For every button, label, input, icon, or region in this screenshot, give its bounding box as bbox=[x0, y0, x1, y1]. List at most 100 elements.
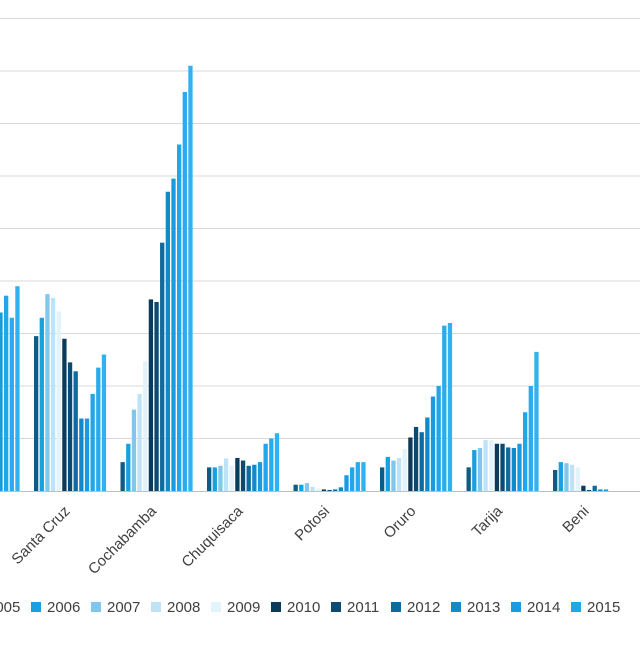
bar bbox=[299, 484, 304, 491]
bar bbox=[137, 393, 142, 492]
bar bbox=[419, 432, 424, 491]
bar bbox=[154, 302, 159, 491]
bar bbox=[586, 489, 592, 491]
bars bbox=[0, 65, 609, 492]
bar bbox=[338, 487, 343, 491]
category-label: Tarija bbox=[469, 502, 507, 540]
bar-group-potosi bbox=[293, 462, 366, 492]
bar bbox=[229, 465, 234, 491]
legend-swatch bbox=[91, 602, 101, 612]
bar bbox=[235, 457, 240, 492]
bar bbox=[182, 92, 187, 491]
bar bbox=[592, 485, 597, 491]
legend-item: 2008 bbox=[151, 599, 200, 616]
bar bbox=[207, 467, 212, 492]
bar bbox=[269, 438, 274, 491]
bar bbox=[466, 467, 471, 492]
bar-group-tarija bbox=[466, 351, 539, 492]
bar bbox=[15, 286, 20, 491]
category-label: Chuquisaca bbox=[178, 502, 247, 571]
bar bbox=[396, 457, 402, 492]
bar bbox=[274, 433, 280, 491]
bar bbox=[120, 462, 125, 492]
bar bbox=[73, 371, 78, 491]
bar bbox=[483, 440, 488, 491]
legend-item: 2007 bbox=[91, 599, 140, 616]
bar bbox=[143, 361, 148, 491]
bar-group-santa-cruz bbox=[34, 294, 107, 492]
bar bbox=[240, 460, 246, 491]
legend-item: 2014 bbox=[511, 599, 560, 616]
bar bbox=[62, 338, 67, 491]
bar bbox=[327, 489, 332, 491]
bar bbox=[79, 418, 84, 491]
legend-item: 2012 bbox=[391, 599, 440, 616]
bar bbox=[316, 488, 321, 492]
bar bbox=[603, 489, 609, 491]
bar bbox=[581, 485, 586, 491]
bar bbox=[148, 299, 154, 492]
bar bbox=[598, 489, 603, 491]
bar bbox=[564, 463, 569, 492]
legend-label: 2012 bbox=[407, 599, 440, 616]
bar bbox=[558, 462, 563, 492]
bar-group-chuquisaca bbox=[207, 433, 280, 492]
bar bbox=[333, 489, 338, 491]
bar bbox=[506, 447, 511, 491]
bar bbox=[511, 447, 516, 491]
bar bbox=[310, 486, 315, 491]
bar bbox=[472, 450, 477, 491]
bar bbox=[380, 467, 385, 492]
legend-label: 2015 bbox=[587, 599, 620, 616]
legend-label: 2010 bbox=[287, 599, 320, 616]
legend-item: 2011 bbox=[331, 599, 379, 616]
bar bbox=[45, 294, 50, 492]
category-label: Potosi bbox=[292, 503, 334, 545]
bar bbox=[4, 295, 9, 491]
bar bbox=[442, 325, 447, 492]
bar bbox=[528, 386, 533, 491]
bar bbox=[34, 336, 39, 492]
category-label: Santa Cruz bbox=[8, 503, 73, 568]
legend-item: 2010 bbox=[271, 599, 320, 616]
bar bbox=[553, 470, 558, 491]
bar bbox=[165, 191, 170, 491]
legend-item: 2013 bbox=[451, 599, 500, 616]
gridlines bbox=[0, 18, 640, 439]
legend-item: 2005 bbox=[0, 599, 20, 616]
bar bbox=[218, 465, 223, 491]
bar-group-oruro bbox=[380, 323, 453, 492]
legend-swatch bbox=[211, 602, 221, 612]
bar bbox=[413, 426, 419, 491]
legend-item: 2015 bbox=[571, 599, 620, 616]
bar bbox=[223, 458, 229, 491]
category-labels: Santa Cruz Cochabamba Chuquisaca Potosi Orur… bbox=[8, 502, 592, 578]
legend-label: 2009 bbox=[227, 599, 260, 616]
bar bbox=[500, 443, 505, 491]
category-label: Cochabamba bbox=[85, 502, 161, 578]
bar bbox=[56, 311, 61, 491]
bar bbox=[321, 489, 327, 491]
bar bbox=[436, 386, 441, 491]
bar bbox=[517, 443, 522, 491]
bar bbox=[246, 465, 251, 491]
bar bbox=[160, 242, 165, 491]
bar bbox=[304, 483, 310, 492]
bar-group-beni bbox=[553, 462, 609, 492]
bar bbox=[391, 460, 396, 491]
bar bbox=[126, 443, 131, 491]
bar bbox=[402, 449, 407, 491]
bar bbox=[425, 417, 430, 491]
bar-group-la-paz bbox=[0, 286, 20, 491]
bar bbox=[212, 467, 217, 492]
bar bbox=[50, 297, 56, 491]
bar bbox=[0, 312, 3, 491]
bar bbox=[101, 354, 107, 491]
bar bbox=[430, 396, 436, 491]
legend-label: 2007 bbox=[107, 599, 140, 616]
bar bbox=[252, 464, 257, 491]
bar bbox=[575, 467, 580, 492]
legend-label: 2008 bbox=[167, 599, 200, 616]
